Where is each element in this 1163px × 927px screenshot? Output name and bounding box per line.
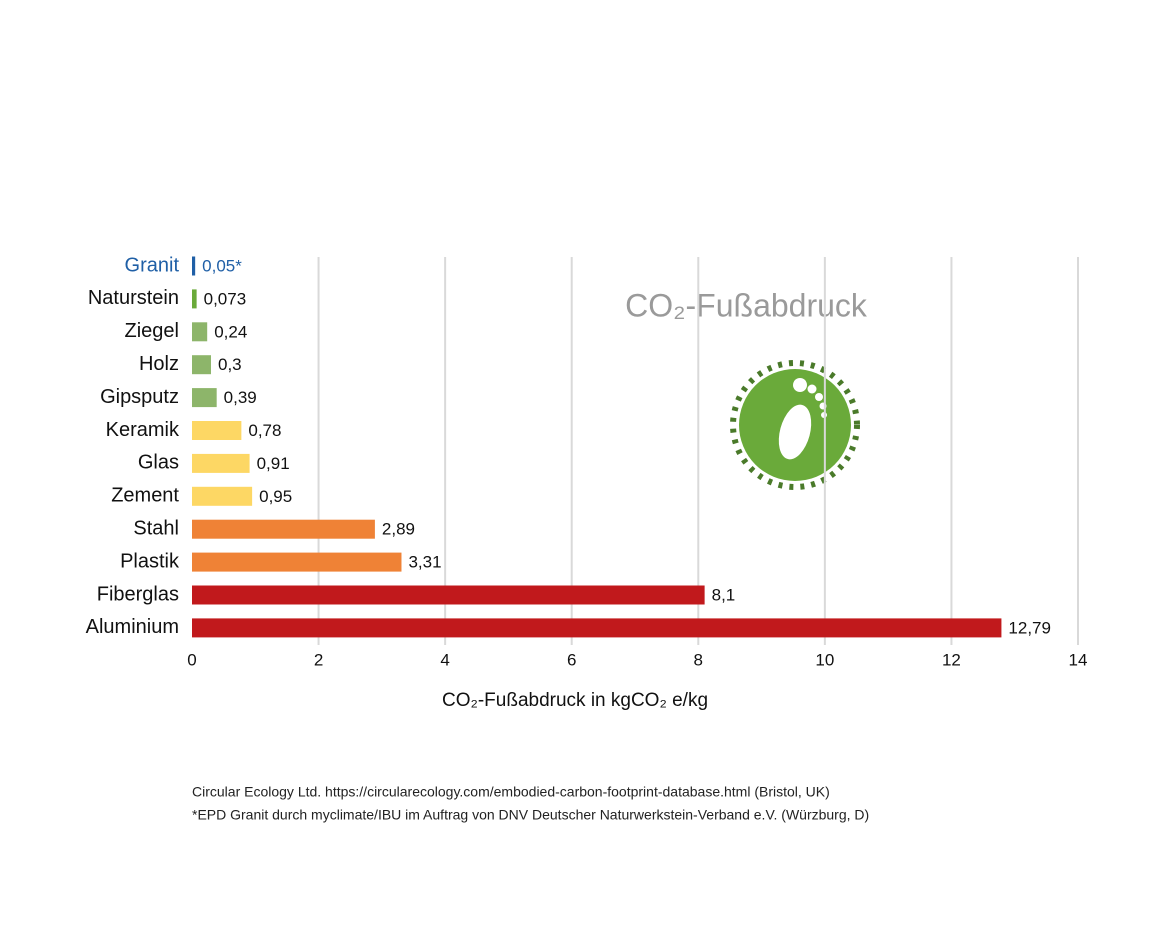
y-tick-label: Fiberglas <box>97 583 179 605</box>
value-label: 0,3 <box>218 355 242 374</box>
bar <box>192 388 217 408</box>
y-tick-label: Plastik <box>120 550 180 572</box>
value-label: 3,31 <box>408 553 441 572</box>
bar <box>192 552 402 572</box>
y-tick-label: Stahl <box>133 517 179 539</box>
y-tick-label: Keramik <box>106 419 180 441</box>
source-note: *EPD Granit durch myclimate/IBU im Auftr… <box>192 807 869 823</box>
y-tick-label: Glas <box>138 452 179 474</box>
y-tick-label: Aluminium <box>86 616 179 638</box>
y-tick-label: Gipsputz <box>100 386 179 408</box>
chart-title: CO₂-Fußabdruck <box>625 287 868 323</box>
value-label: 12,79 <box>1008 618 1051 637</box>
value-label: 0,91 <box>257 454 290 473</box>
value-label: 0,39 <box>224 388 257 407</box>
x-tick-label: 0 <box>187 650 196 669</box>
y-tick-label: Ziegel <box>125 320 179 342</box>
bar <box>192 322 208 342</box>
bar <box>192 486 253 506</box>
x-tick-label: 14 <box>1069 650 1088 669</box>
x-tick-label: 10 <box>815 650 834 669</box>
y-tick-label: Naturstein <box>88 287 179 309</box>
value-label: 2,89 <box>382 520 415 539</box>
x-tick-label: 6 <box>567 650 576 669</box>
value-label: 0,05* <box>202 256 242 275</box>
bar <box>192 289 197 309</box>
value-label: 0,95 <box>259 487 292 506</box>
bar <box>192 519 375 539</box>
y-tick-label: Zement <box>111 485 179 507</box>
x-tick-label: 2 <box>314 650 323 669</box>
value-label: 8,1 <box>712 585 736 604</box>
x-tick-label: 12 <box>942 650 961 669</box>
value-label: 0,073 <box>204 289 247 308</box>
x-tick-label: 4 <box>440 650 449 669</box>
y-tick-label: Granit <box>125 254 180 276</box>
bar <box>192 256 196 276</box>
bar <box>192 355 211 375</box>
bar <box>192 453 250 473</box>
y-tick-label: Holz <box>139 353 179 375</box>
globe-icon <box>730 360 860 490</box>
bar <box>192 585 705 605</box>
x-tick-label: 8 <box>694 650 703 669</box>
value-label: 0,24 <box>214 322 247 341</box>
bar <box>192 618 1002 638</box>
x-axis-label: CO₂-Fußabdruck in kgCO₂ e/kg <box>442 690 708 711</box>
bar <box>192 421 242 440</box>
source-note: Circular Ecology Ltd. https://circularec… <box>192 784 830 800</box>
value-label: 0,78 <box>248 421 281 440</box>
